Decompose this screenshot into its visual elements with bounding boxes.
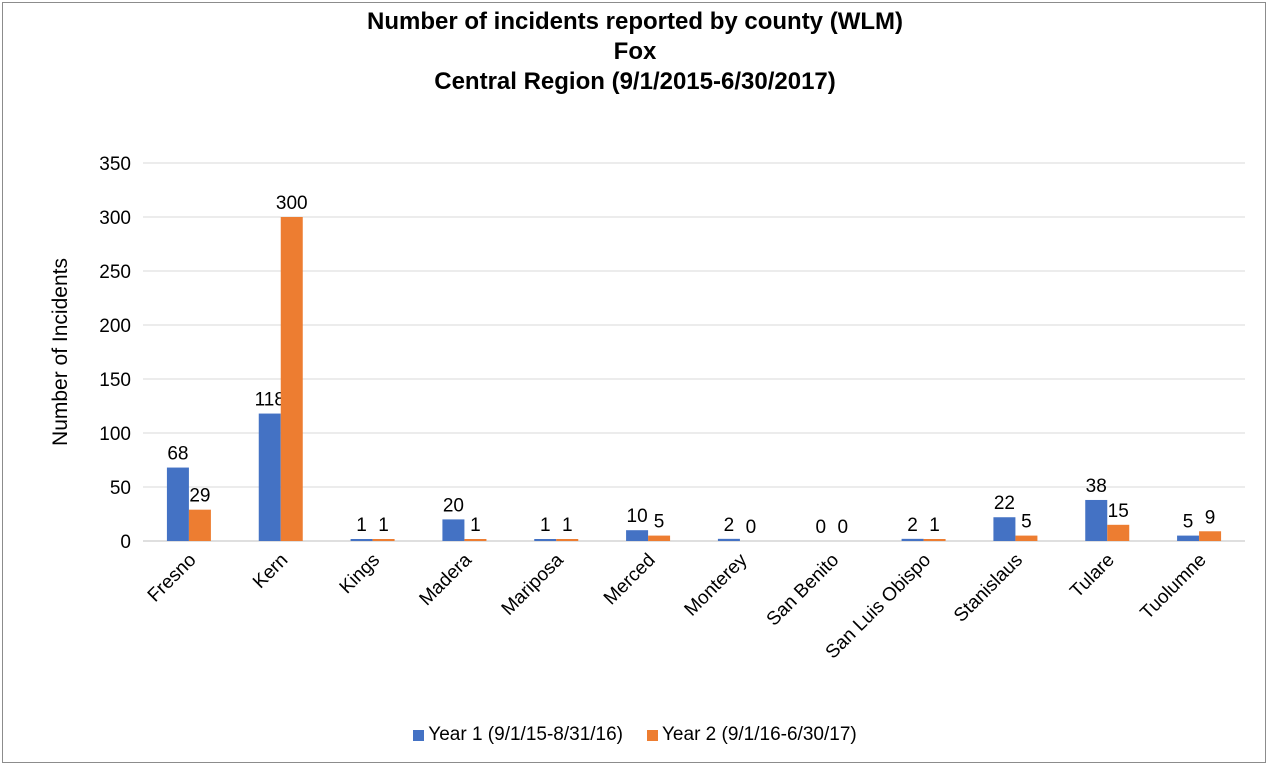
x-tick-label-tulare: Tulare xyxy=(1066,550,1118,602)
x-tick-label-kern: Kern xyxy=(249,550,292,593)
bar-tuolumne-series-1 xyxy=(1177,535,1200,541)
chart-title-line-1: Number of incidents reported by county (… xyxy=(366,8,903,35)
bar-san-luis-obispo-series-1 xyxy=(901,538,924,541)
bar-san-luis-obispo-series-2 xyxy=(923,539,946,541)
bar-kern-series-1 xyxy=(258,413,281,541)
data-label-stanislaus-series-2: 5 xyxy=(1021,512,1032,533)
data-label-tulare-series-1: 38 xyxy=(1086,476,1107,497)
x-tick-label-madera: Madera xyxy=(416,549,477,610)
legend-swatch-year-2 xyxy=(647,729,658,741)
legend-label-year-2: Year 2 (9/1/16-6/30/17) xyxy=(662,724,857,745)
bar-madera-series-2 xyxy=(464,539,487,541)
data-label-merced-series-2: 5 xyxy=(654,512,665,533)
data-label-mariposa-series-1: 1 xyxy=(540,515,551,536)
y-tick-label-50: 50 xyxy=(110,478,131,499)
x-tick-label-tuolumne: Tuolumne xyxy=(1137,550,1211,624)
x-tick-label-mariposa: Mariposa xyxy=(498,549,568,619)
bar-kings-series-2 xyxy=(372,539,395,541)
bar-tulare-series-2 xyxy=(1107,524,1130,541)
x-tick-label-kings: Kings xyxy=(336,550,384,598)
legend-item-year-1: Year 1 (9/1/15-8/31/16) xyxy=(413,724,623,746)
bar-merced-series-1 xyxy=(626,530,649,541)
x-tick-label-fresno: Fresno xyxy=(144,550,201,607)
data-label-san-luis-obispo-series-1: 2 xyxy=(907,515,918,536)
x-tick-label-san-benito: San Benito xyxy=(763,550,844,631)
bar-stanislaus-series-1 xyxy=(993,517,1016,541)
bar-madera-series-1 xyxy=(442,519,465,541)
bar-fresno-series-2 xyxy=(188,509,211,541)
bar-monterey-series-1 xyxy=(717,538,740,541)
y-axis-label: Number of Incidents xyxy=(49,258,72,446)
data-label-kern-series-2: 300 xyxy=(276,193,308,214)
bar-mariposa-series-1 xyxy=(534,539,557,541)
data-label-madera-series-1: 20 xyxy=(443,495,464,516)
y-tick-label-250: 250 xyxy=(99,262,131,283)
y-tick-label-200: 200 xyxy=(99,316,131,337)
y-tick-label-350: 350 xyxy=(99,154,131,175)
x-tick-label-merced: Merced xyxy=(600,550,660,610)
data-label-madera-series-2: 1 xyxy=(470,515,481,536)
bar-tuolumne-series-2 xyxy=(1199,531,1222,541)
data-label-fresno-series-2: 29 xyxy=(189,486,210,507)
x-tick-label-monterey: Monterey xyxy=(681,549,752,620)
bar-merced-series-2 xyxy=(648,535,671,541)
y-tick-label-0: 0 xyxy=(120,532,131,553)
data-label-merced-series-1: 10 xyxy=(627,506,648,527)
legend: Year 1 (9/1/15-8/31/16) Year 2 (9/1/16-6… xyxy=(0,724,1270,746)
legend-item-year-2: Year 2 (9/1/16-6/30/17) xyxy=(647,724,857,746)
data-label-tulare-series-2: 15 xyxy=(1108,501,1129,522)
y-tick-label-100: 100 xyxy=(99,424,131,445)
data-label-san-luis-obispo-series-2: 1 xyxy=(929,515,940,536)
data-label-fresno-series-1: 68 xyxy=(167,444,188,465)
data-label-san-benito-series-2: 0 xyxy=(837,517,848,538)
chart-title-line-3: Central Region (9/1/2015-6/30/2017) xyxy=(434,68,836,95)
bar-stanislaus-series-2 xyxy=(1015,535,1038,541)
chart-title-line-2: Fox xyxy=(613,38,657,65)
data-label-tuolumne-series-2: 9 xyxy=(1205,507,1216,528)
data-label-tuolumne-series-1: 5 xyxy=(1183,512,1194,533)
data-label-monterey-series-1: 2 xyxy=(724,515,735,536)
y-tick-label-150: 150 xyxy=(99,370,131,391)
bar-mariposa-series-2 xyxy=(556,539,579,541)
data-label-kings-series-1: 1 xyxy=(356,515,367,536)
x-tick-label-stanislaus: Stanislaus xyxy=(950,550,1027,627)
bar-fresno-series-1 xyxy=(166,467,189,541)
data-label-mariposa-series-2: 1 xyxy=(562,515,573,536)
y-tick-label-300: 300 xyxy=(99,208,131,229)
bar-kings-series-1 xyxy=(350,539,373,541)
data-label-kern-series-1: 118 xyxy=(255,390,285,411)
bar-tulare-series-1 xyxy=(1085,499,1108,541)
legend-label-year-1: Year 1 (9/1/15-8/31/16) xyxy=(428,724,623,745)
bar-kern-series-2 xyxy=(280,217,303,541)
data-label-stanislaus-series-1: 22 xyxy=(994,493,1015,514)
data-label-monterey-series-2: 0 xyxy=(746,517,757,538)
legend-swatch-year-1 xyxy=(413,729,425,741)
data-label-kings-series-2: 1 xyxy=(378,515,389,536)
data-label-san-benito-series-1: 0 xyxy=(815,517,826,538)
